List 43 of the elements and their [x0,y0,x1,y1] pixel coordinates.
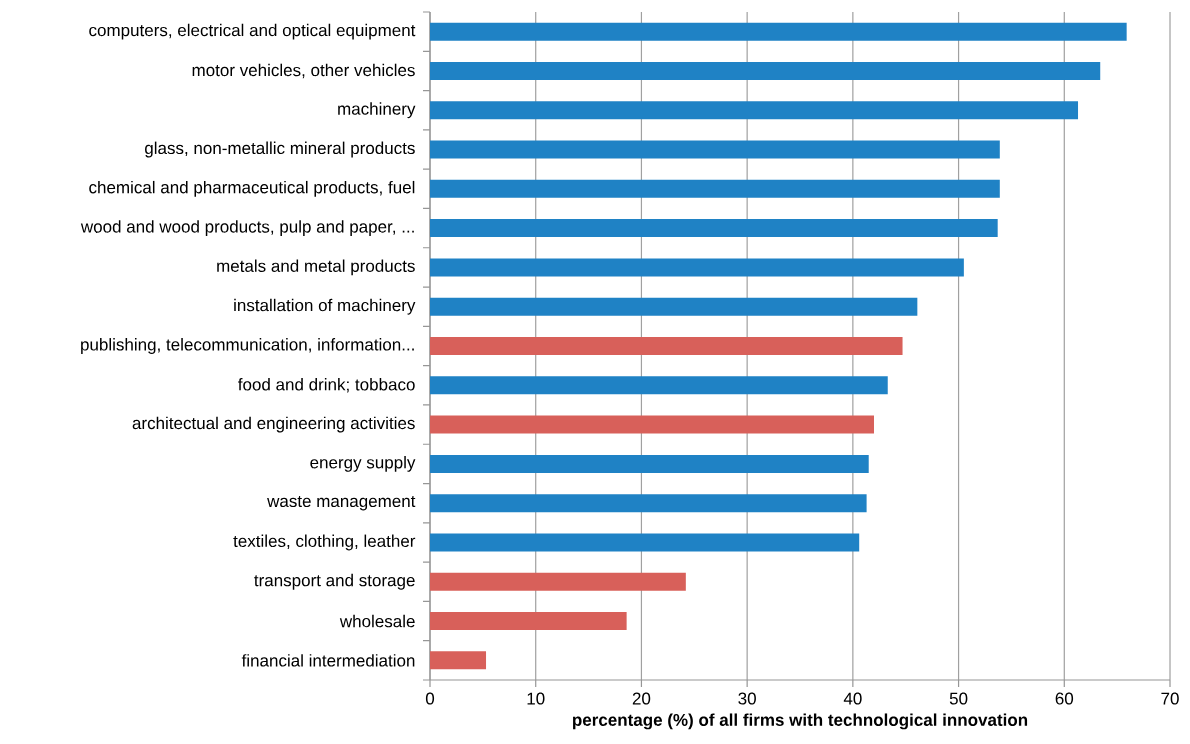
bar [430,612,627,631]
y-tick-label: wholesale [339,614,415,628]
y-tick-label: chemical and pharmaceutical products, fuel [89,180,415,197]
y-tick-label: waste management [267,495,416,511]
bar [430,376,888,395]
y-tick-label: food and drink; tobbaco [238,378,415,393]
y-tick-label: glass, non-metallic mineral products [145,141,415,158]
y-tick-label: motor vehicles, other vehicles [192,63,415,79]
y-tick-label: financial intermediation [241,654,415,667]
x-tick-label: 50 [949,692,968,705]
bar [430,651,487,670]
y-tick-label: transport and storage [254,573,415,590]
y-tick-label: computers, electrical and optical equipment [89,23,416,40]
x-tick-label: 40 [843,692,862,705]
bar [430,140,1000,159]
y-tick-label: installation of machinery [234,298,416,315]
x-tick-label: 60 [1055,692,1074,705]
x-tick-label: 10 [527,692,545,705]
bar [430,61,1101,80]
x-axis-title: percentage (%) of all firms with technological innovation [573,713,1028,730]
bar [430,219,998,238]
x-tick-label: 20 [632,692,651,705]
bar [430,533,860,552]
x-tick-label: 30 [738,692,756,705]
bar [430,572,686,591]
bar [430,101,1079,120]
y-tick-label: wood and wood products, pulp and paper, ... [80,220,414,237]
x-tick-label: 0 [425,692,435,705]
bar [430,258,964,277]
bar [430,22,1127,41]
bar [430,415,874,434]
bar [430,337,903,356]
y-tick-label: energy supply [310,455,416,472]
y-tick-label: machinery [338,102,416,119]
y-tick-label: publishing, telecommunication, information... [81,338,414,354]
bar [430,494,867,513]
x-tick-label: 70 [1161,692,1179,705]
y-tick-label: textiles, clothing, leather [233,534,416,551]
y-tick-label: architectual and engineering activities [132,416,415,433]
y-tick-label: metals and metal products [217,259,415,276]
bar [430,297,918,316]
bar [430,179,1000,198]
bar [430,454,869,473]
